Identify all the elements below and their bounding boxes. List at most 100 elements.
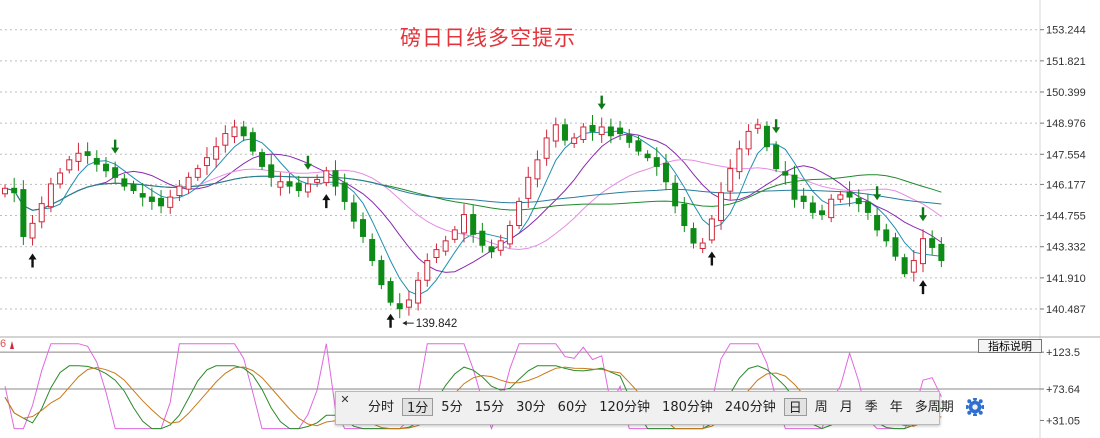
y-tick-label: 148.976: [1046, 118, 1086, 130]
candle-body-up: [185, 176, 192, 190]
candle: [222, 125, 229, 153]
candle: [561, 118, 568, 146]
candle: [396, 293, 403, 319]
candle-body-down: [589, 124, 596, 132]
period-option[interactable]: 15分: [474, 400, 505, 415]
candle: [148, 187, 155, 210]
candle-body-up: [598, 126, 605, 135]
buy-arrow-icon: [386, 313, 395, 328]
candle-body-up: [424, 260, 431, 281]
candle: [819, 204, 826, 221]
candle-body-down: [470, 214, 477, 235]
candle-body-down: [332, 170, 339, 187]
candle-body-up: [231, 126, 238, 138]
candle: [102, 156, 109, 178]
period-option[interactable]: 分时: [368, 400, 395, 415]
candle: [29, 215, 36, 246]
candle: [405, 290, 412, 316]
period-option[interactable]: 日: [783, 398, 807, 416]
candle: [442, 235, 449, 256]
candle-body-down: [883, 229, 890, 242]
candle: [295, 175, 302, 197]
y-tick-label: 146.177: [1046, 179, 1086, 191]
period-option[interactable]: 1分: [402, 398, 434, 416]
candle: [424, 253, 431, 287]
candle: [259, 148, 266, 170]
candle: [231, 119, 238, 144]
period-option[interactable]: 5分: [441, 400, 463, 415]
pane-up-arrow-icon: [10, 341, 14, 349]
candle-body-down: [855, 198, 862, 205]
candle-body-up: [525, 176, 532, 199]
candle: [176, 179, 183, 202]
candle: [653, 147, 660, 176]
candle-body-down: [360, 219, 367, 237]
pane-marker: 6: [0, 338, 6, 350]
period-option[interactable]: 多周期: [914, 400, 954, 415]
candle: [112, 161, 119, 183]
candle: [203, 147, 210, 175]
candle-body-down: [901, 257, 908, 275]
candle-body-up: [837, 194, 844, 200]
candle-body-up: [708, 218, 715, 241]
candle-body-up: [75, 152, 82, 162]
y-tick-label: 151.821: [1046, 56, 1086, 68]
candle: [194, 164, 201, 181]
y-tick-label: 144.755: [1046, 211, 1086, 223]
period-option[interactable]: 30分: [516, 400, 546, 415]
candle: [433, 243, 440, 264]
candle-body-down: [773, 144, 780, 170]
candle-body-up: [571, 137, 578, 144]
candle-body-up: [506, 225, 513, 245]
candle: [479, 222, 486, 253]
candle: [626, 128, 633, 148]
candle: [617, 120, 624, 141]
candle-body-down: [249, 132, 256, 152]
candle: [286, 173, 293, 194]
candle-body-up: [516, 200, 523, 227]
candle-body-down: [396, 303, 403, 310]
candle: [837, 190, 844, 203]
candle: [516, 197, 523, 230]
period-option[interactable]: 月: [839, 400, 853, 415]
candle-body-down: [864, 201, 871, 213]
period-toolbar: ✕ 分时 1分 5分 15分 30分 60分 120分钟 180分钟 240分钟日周月季年多周期: [335, 391, 984, 425]
candle: [672, 174, 679, 214]
candle-body-up: [415, 279, 422, 304]
period-option[interactable]: 60分: [557, 400, 588, 415]
gear-icon[interactable]: [965, 398, 984, 416]
candle: [470, 205, 477, 243]
indicator-help-button[interactable]: 指标说明: [978, 339, 1042, 353]
candle: [304, 177, 311, 198]
candle-body-up: [699, 242, 706, 250]
low-value-label: 139.842: [416, 318, 458, 330]
close-icon[interactable]: ✕: [340, 393, 350, 406]
period-list: 分时 1分 5分 15分 30分 60分 120分钟 180分钟 240分钟日周月季年多周期: [364, 398, 984, 416]
candle-body-down: [561, 124, 568, 141]
sell-arrow-icon: [919, 207, 927, 222]
candle: [773, 141, 780, 173]
y-tick-label: 140.487: [1046, 304, 1086, 316]
candle-body-up: [910, 260, 917, 273]
candle: [690, 222, 697, 249]
candle-body-down: [378, 260, 385, 286]
period-option[interactable]: 180分钟: [662, 400, 713, 415]
y-tick-label: 150.399: [1046, 87, 1086, 99]
period-option[interactable]: 年: [889, 400, 903, 415]
period-option[interactable]: 季: [864, 400, 878, 415]
candle: [139, 183, 146, 207]
buy-arrow-icon: [322, 194, 331, 209]
candle-body-up: [167, 196, 174, 208]
candle: [84, 142, 91, 164]
period-option[interactable]: 120分钟: [599, 400, 651, 415]
candle: [920, 229, 926, 273]
ma-line-5: [4, 175, 942, 211]
period-option[interactable]: 240分钟: [724, 400, 776, 415]
candle-body-up: [451, 229, 458, 240]
period-option[interactable]: 周: [814, 400, 828, 415]
y-tick-label: 141.910: [1046, 273, 1086, 285]
candle: [874, 208, 881, 237]
y-tick-label: 143.332: [1046, 242, 1086, 254]
candle: [855, 189, 862, 213]
